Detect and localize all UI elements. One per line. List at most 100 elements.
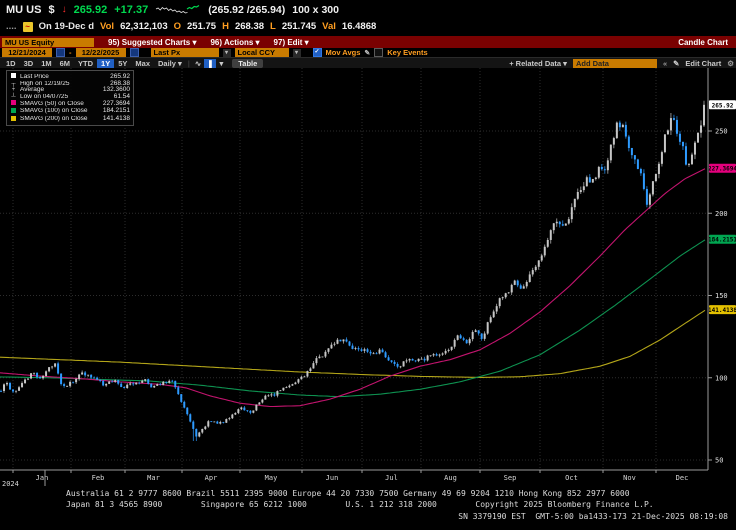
stat-value-l: 251.745 [281,21,317,32]
date-from-input[interactable]: 12/21/2024 [2,48,52,57]
stat-value-vol: 62,312,103 [120,21,168,32]
footer-phones-line1: Australia 61 2 9777 8600 Brazil 5511 239… [66,489,630,498]
legend-label: Low on 04/07/25 [20,93,69,100]
currency-symbol: $ [48,3,55,16]
price-label: 141.4138 [708,307,736,314]
edit-mov-avgs-icon[interactable]: ✎ [364,49,371,57]
chart-grid [0,68,708,470]
toolbar-divider: | [187,59,190,68]
legend-row: SMAVG (50) on Close 227.3694 [10,100,130,108]
add-data-input[interactable]: Add Data [572,59,657,68]
bid-ask-quote: (265.92 /265.94) [208,3,286,16]
period-button-max[interactable]: Max [135,59,150,68]
calendar-icon[interactable] [129,48,139,57]
x-axis-year-label: 2024 [2,480,19,486]
collapse-icon[interactable]: « [662,59,668,68]
gear-icon[interactable]: ⚙ [727,59,734,68]
mov-avgs-checkbox[interactable]: ✓ [312,48,322,57]
avg-marker-icon: + [11,87,16,94]
x-axis-month-label: Jul [385,474,398,482]
candle-series [0,100,705,442]
x-axis-month-label: Jun [326,474,339,482]
stat-value-o: 251.75 [187,21,217,32]
security-input[interactable]: MU US Equity [2,37,94,47]
price-label: 265.92 [712,102,734,109]
legend-value: 227.3694 [102,99,130,107]
edit-chart-button[interactable]: Edit Chart [685,59,722,68]
x-axis-month-label: Apr [205,474,218,482]
x-axis-month-label: May [265,474,278,482]
key-events-label: Key Events [387,48,428,57]
table-button[interactable]: Table [232,59,264,68]
pencil-icon[interactable]: ✎ [673,59,680,68]
stat-label-l: L [270,21,276,32]
sma-200-line [0,309,706,378]
line-chart-icon[interactable]: ∿ [194,59,202,68]
chart-axes: 50 100 150 200 250 Jan Feb Mar Apr May Jun Jul Aug Se… [0,68,728,486]
high-marker-icon: ┬ [11,80,16,87]
legend-label: SMAVG (50) on Close [20,100,84,107]
legend-row: ┴ Low on 04/07/25 61.54 [10,92,130,101]
period-buttons: 1D 3D 1M 6M YTD 1Y 5Y Max [2,59,154,68]
x-axis-month-label: Mar [147,474,160,482]
period-button-1y[interactable]: 1Y [97,59,115,68]
mov-avgs-label: Mov Avgs [325,48,361,57]
stat-label-val: Val [322,21,336,32]
calendar-icon[interactable] [56,48,65,57]
stat-value-val: 16.4868 [341,21,377,32]
period-button-1d[interactable]: 1D [6,59,16,68]
related-data-button[interactable]: + Related Data ▾ [509,59,567,68]
stat-label-h: H [222,21,229,32]
menu-item--edit[interactable]: 97) Edit ▾ [273,37,309,47]
y-axis-tick-label: 250 [715,128,728,136]
x-axis-month-label: Nov [623,474,636,482]
period-button-1m[interactable]: 1M [41,59,52,68]
sma-50-line [0,168,706,408]
stat-label-o: O [173,21,182,32]
candlestick-chart-canvas[interactable]: 50 100 150 200 250 Jan Feb Mar Apr May Jun Jul Aug Se… [0,68,736,486]
series-swatch-icon [10,115,17,124]
command-menubar: MU US Equity 95) Suggested Charts ▾ 96) A… [0,36,736,48]
legend-row: SMAVG (200) on Close 141.4138 [10,115,130,124]
currency-select[interactable]: Local CCY [234,48,289,57]
legend-value: 132.3600 [102,86,130,94]
date-to-input[interactable]: 12/22/2025 [75,48,126,57]
legend-value: 61.54 [113,92,130,100]
x-axis-month-label: Aug [444,474,457,482]
series-swatch-icon [10,107,17,116]
price-label: 184.2151 [708,237,736,244]
menu-item--actions[interactable]: 96) Actions ▾ [210,37,260,47]
key-events-checkbox[interactable] [374,48,384,57]
candle-chart-icon[interactable]: ❚ [204,59,217,68]
menu-item--suggested-charts[interactable]: 95) Suggested Charts ▾ [108,37,197,47]
chevron-down-icon[interactable]: ▾ [222,48,231,57]
series-swatch-icon [10,73,17,81]
menu-items: 95) Suggested Charts ▾ 96) Actions ▾ 97) E… [108,38,309,47]
legend-label: SMAVG (100) on Close [20,108,88,115]
chart-legend: Last Price 265.92 ┬ High on 12/19/25 268.38 +… [6,70,134,127]
legend-value: 184.2151 [102,107,130,115]
low-marker-icon: ┴ [11,93,16,100]
down-arrow-icon: ↓ [61,4,67,15]
chart-settings-row: 12/21/2024 - 12/22/2025 Last Px ▾ Local … [0,48,736,57]
price-label: 227.3694 [708,166,736,173]
price-change: +17.37 [114,3,149,16]
chart-style-chevron-icon[interactable]: ▾ [219,59,224,68]
y-axis-tick-label: 100 [715,374,728,382]
quote-header: MU US $ ↓ 265.92 +17.37 (265.92 /265.94)… [0,0,736,36]
frequency-select[interactable]: Daily ▾ [158,59,182,68]
price-type-select[interactable]: Last Px [150,48,219,57]
legend-row: Last Price 265.92 [10,73,130,81]
legend-row: SMAVG (100) on Close 184.2151 [10,108,130,116]
news-alert-icon[interactable]: ~ [22,21,33,32]
period-button-6m[interactable]: 6M [59,59,71,68]
period-button-3d[interactable]: 3D [23,59,34,68]
period-button-ytd[interactable]: YTD [78,59,94,68]
last-price: 265.92 [73,3,108,16]
chart-area[interactable]: 50 100 150 200 250 Jan Feb Mar Apr May Jun Jul Aug Se… [0,68,736,486]
period-button-5y[interactable]: 5Y [118,59,128,68]
chevron-down-icon[interactable]: ▾ [292,48,301,57]
stat-label-vol: Vol [100,21,115,32]
legend-row: + Average 132.3600 [10,87,130,94]
